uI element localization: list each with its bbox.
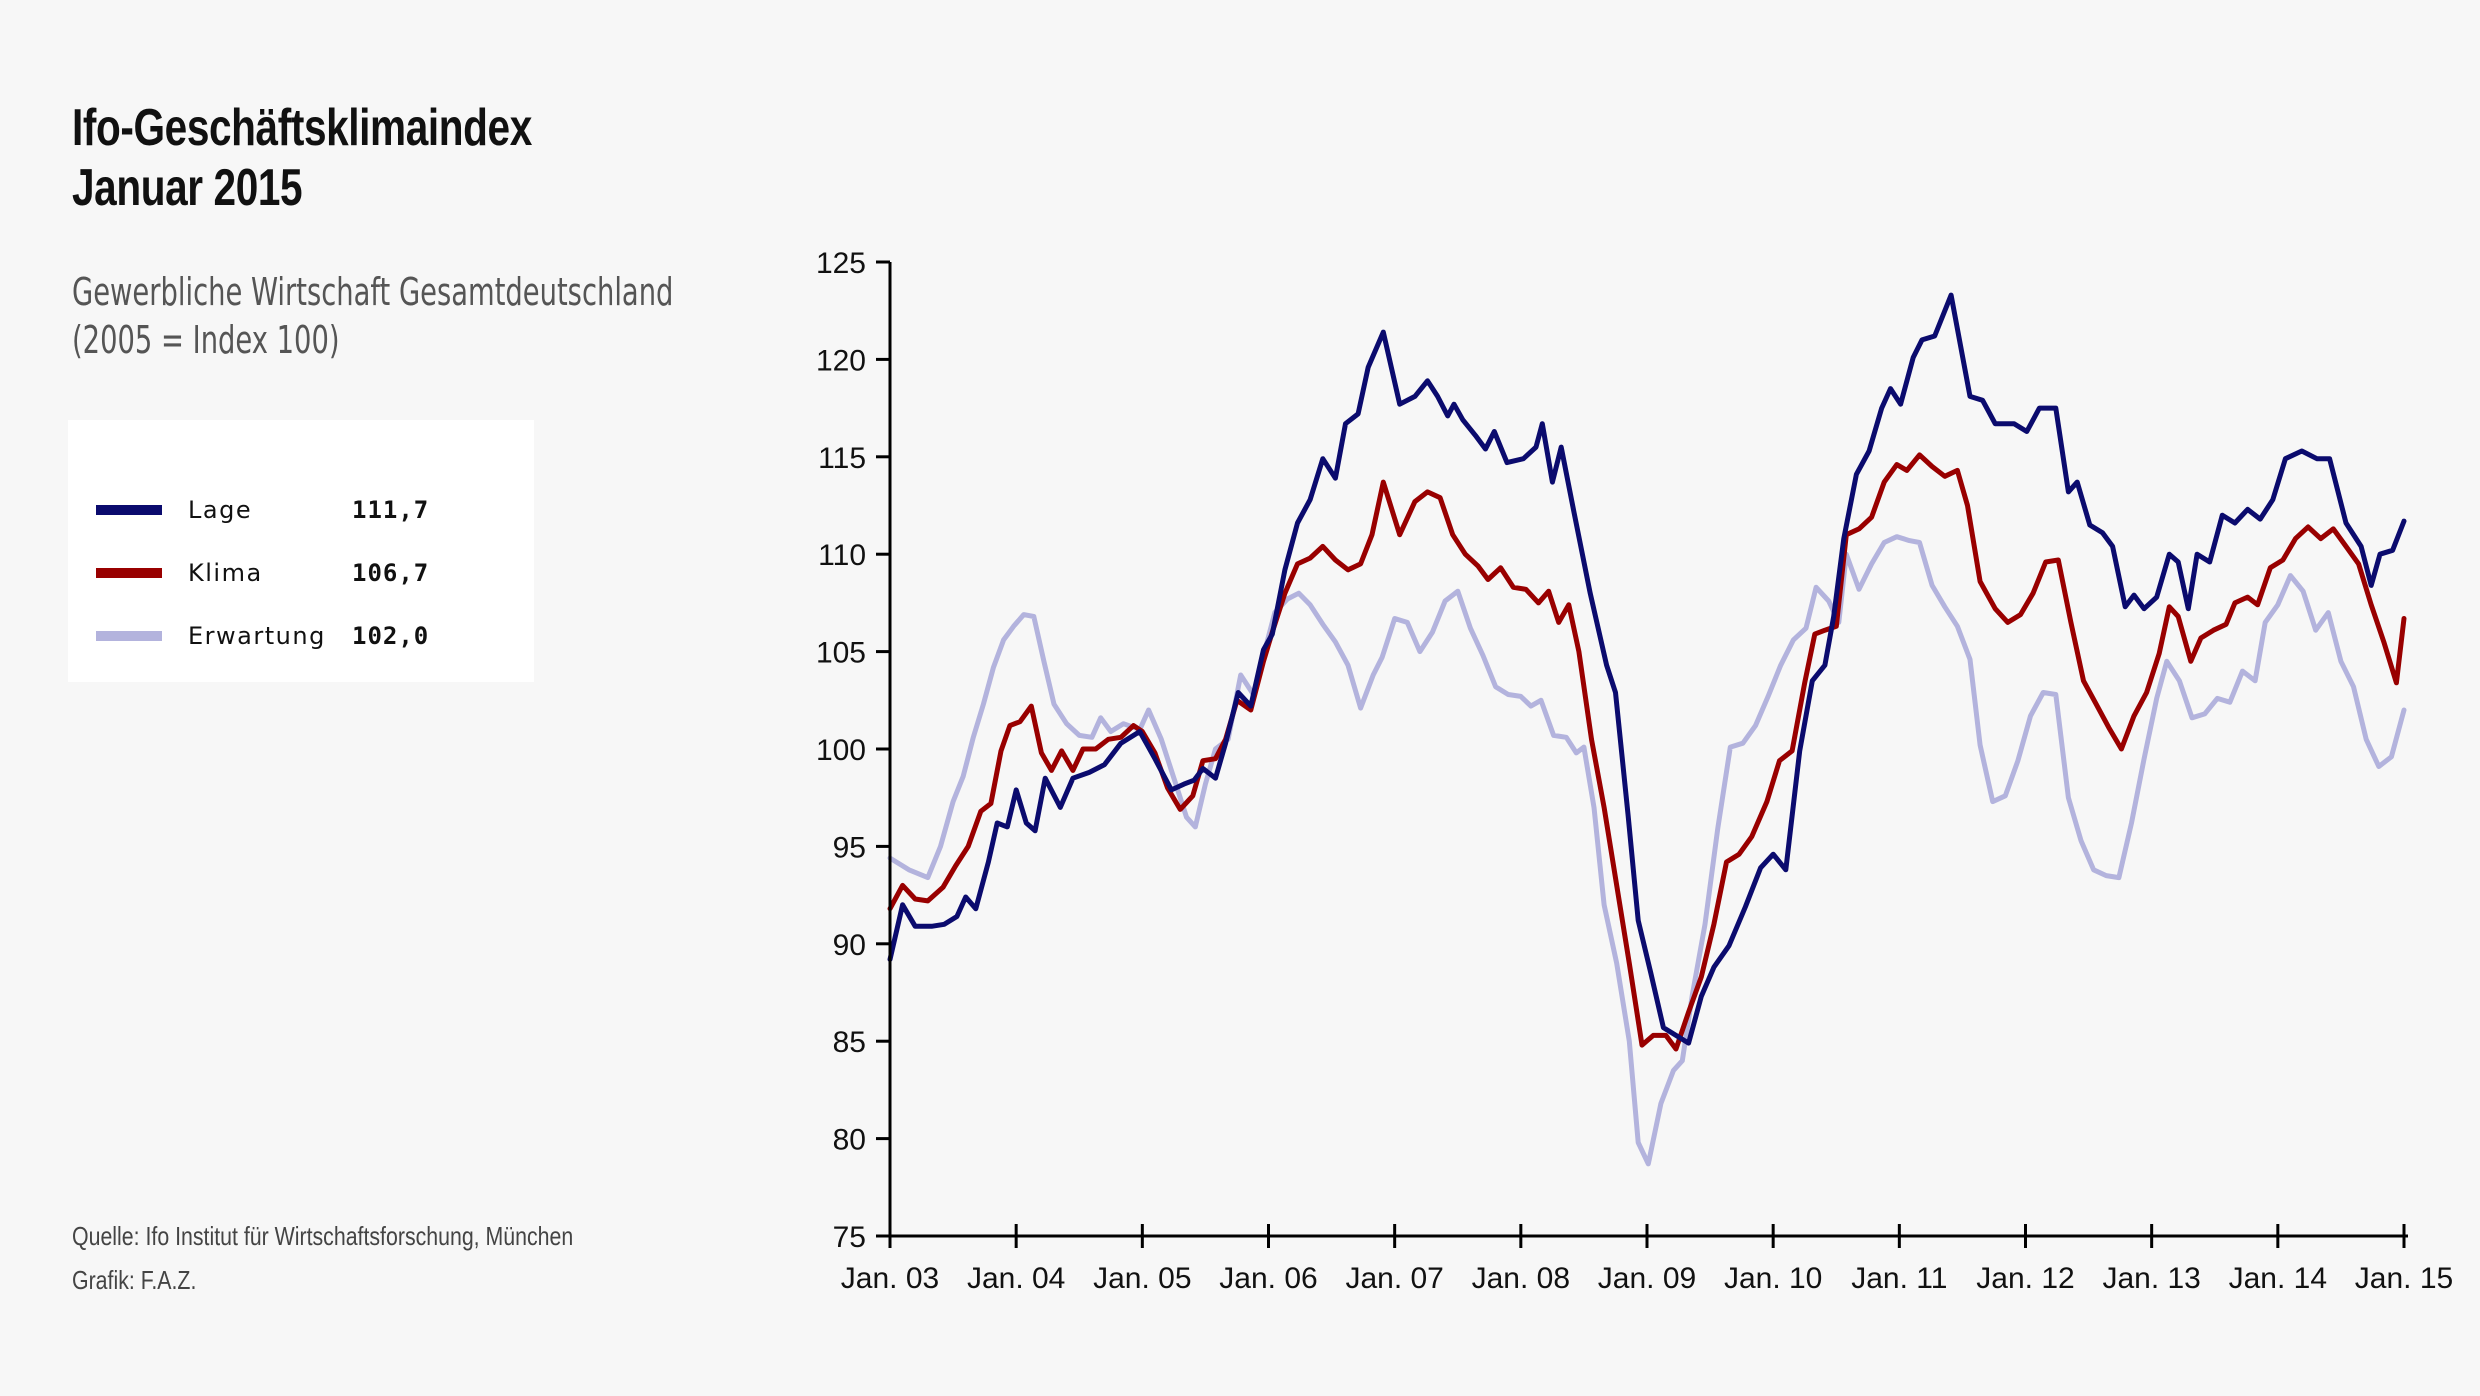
axes-layer: 75 80 85 90 95 100 105 110 115 120 125 Jan. 03 Jan. … <box>816 247 2453 1295</box>
chart-title: Ifo-Geschäftsklimaindex Januar 2015 <box>72 98 532 218</box>
x-tick-label: Jan. 10 <box>1724 1262 1822 1295</box>
x-tick-label: Jan. 03 <box>841 1262 939 1295</box>
y-tick-label: 120 <box>816 344 866 377</box>
x-tick-label: Jan. 05 <box>1093 1262 1191 1295</box>
x-tick-label: Jan. 14 <box>2229 1262 2327 1295</box>
legend-item-erwartung: Erwartung 102,0 <box>96 616 429 656</box>
chart-subtitle: Gewerbliche Wirtschaft Gesamtdeutschland… <box>72 268 673 364</box>
y-tick-label: 110 <box>818 539 866 572</box>
chart-title-line-1: Ifo-Geschäftsklimaindex <box>72 99 532 157</box>
x-tick-label: Jan. 04 <box>967 1262 1065 1295</box>
y-tick-label: 85 <box>833 1026 866 1059</box>
source-text: Quelle: Ifo Institut für Wirtschaftsfors… <box>72 1221 574 1251</box>
x-tick-label: Jan. 06 <box>1219 1262 1317 1295</box>
series-line-erwartung <box>887 534 2407 1167</box>
legend-value-lage: 111,7 <box>352 496 430 524</box>
chart-legend: Lage 111,7 Klima 106,7 Erwartung 102,0 <box>68 420 534 682</box>
legend-swatch-erwartung <box>96 631 162 641</box>
series-layer <box>887 292 2407 1167</box>
legend-swatch-klima <box>96 568 162 578</box>
x-tick-label: Jan. 13 <box>2102 1262 2200 1295</box>
y-tick-label: 105 <box>816 637 866 670</box>
x-tick-label: Jan. 07 <box>1345 1262 1443 1295</box>
series-line-lage <box>887 292 2407 1046</box>
y-tick-label: 125 <box>816 247 866 280</box>
y-tick-label: 75 <box>833 1221 866 1254</box>
legend-value-klima: 106,7 <box>352 559 430 587</box>
y-tick-label: 80 <box>833 1124 866 1157</box>
legend-label-erwartung: Erwartung <box>188 622 326 650</box>
y-tick-label: 100 <box>816 734 866 767</box>
legend-item-klima: Klima 106,7 <box>96 553 429 593</box>
legend-label-klima: Klima <box>188 559 263 587</box>
legend-value-erwartung: 102,0 <box>352 622 430 650</box>
x-tick-label: Jan. 11 <box>1851 1262 1947 1295</box>
chart-subtitle-line-1: Gewerbliche Wirtschaft Gesamtdeutschland <box>72 270 674 314</box>
legend-item-lage: Lage 111,7 <box>96 490 429 530</box>
x-tick-label: Jan. 09 <box>1598 1262 1696 1295</box>
chart-title-line-2: Januar 2015 <box>72 159 303 217</box>
x-tick-label: Jan. 12 <box>1976 1262 2074 1295</box>
x-tick-label: Jan. 08 <box>1472 1262 1570 1295</box>
y-tick-label: 115 <box>818 442 866 475</box>
series-line-klima <box>887 452 2407 1052</box>
legend-label-lage: Lage <box>188 496 253 524</box>
y-tick-label: 95 <box>833 831 866 864</box>
x-tick-label: Jan. 15 <box>2355 1262 2453 1295</box>
chart-subtitle-line-2: (2005 = Index 100) <box>72 318 340 362</box>
y-tick-label: 90 <box>833 929 866 962</box>
chart-source: Quelle: Ifo Institut für Wirtschaftsfors… <box>72 1214 573 1302</box>
legend-swatch-lage <box>96 505 162 515</box>
credit-text: Grafik: F.A.Z. <box>72 1265 197 1295</box>
